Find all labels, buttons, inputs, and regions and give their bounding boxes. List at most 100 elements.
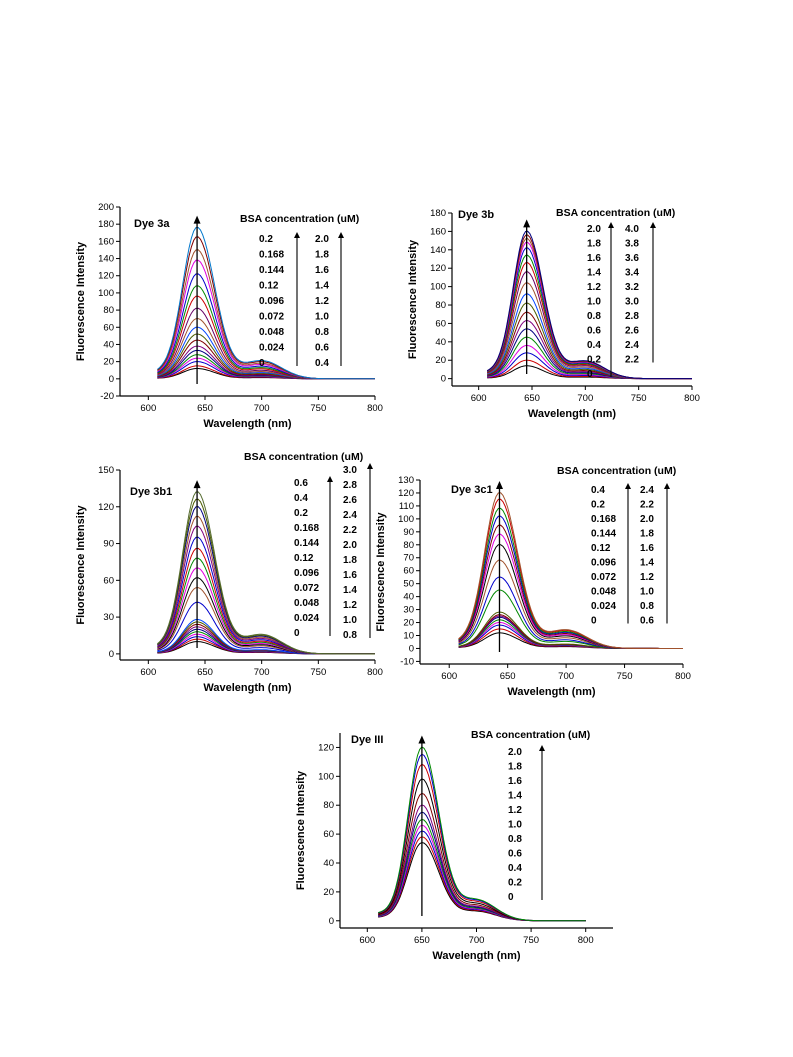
x-tick-label: 700: [577, 393, 593, 404]
x-tick-label: 800: [675, 671, 691, 682]
concentration-label: 3.6: [625, 253, 639, 264]
y-tick-label: 80: [435, 300, 446, 311]
concentration-label: 0.048: [294, 598, 319, 609]
concentration-label: 2.0: [343, 540, 357, 551]
concentration-label: 2.2: [625, 355, 639, 366]
concentration-label: 0.168: [591, 514, 616, 525]
concentration-label: 0.072: [259, 312, 284, 323]
y-tick-label: 160: [430, 226, 446, 237]
y-tick-label: 90: [103, 539, 114, 550]
x-tick-label: 750: [310, 667, 326, 678]
concentration-label: 0: [259, 358, 265, 369]
y-tick-label: 40: [435, 337, 446, 348]
y-tick-label: 60: [103, 575, 114, 586]
concentration-label: 1.4: [315, 281, 329, 292]
concentration-label: 0.168: [259, 250, 284, 261]
peak-arrow-head: [418, 735, 426, 744]
y-tick-label: 100: [430, 282, 446, 293]
y-tick-label: 140: [98, 254, 114, 265]
concentration-label: 3.8: [625, 239, 639, 250]
x-axis-label: Wavelength (nm): [528, 408, 617, 420]
concentration-label: 0.6: [640, 616, 654, 627]
y-axis-label: Fluorescence Intensity: [295, 770, 307, 890]
panel-title: Dye III: [351, 734, 383, 746]
concentration-label: 0.8: [343, 630, 357, 641]
legend-arrow-head: [338, 232, 344, 238]
y-tick-label: 120: [430, 263, 446, 274]
peak-arrow-head: [193, 480, 201, 489]
y-axis-label: Fluorescence Intensity: [375, 512, 387, 632]
concentration-label: 0.096: [294, 568, 319, 579]
x-tick-label: 700: [254, 667, 270, 678]
peak-arrow-head: [523, 219, 531, 228]
concentration-label: 1.2: [343, 600, 357, 611]
legend-title: BSA concentration (uM): [471, 729, 590, 741]
concentration-label: 0.024: [259, 343, 284, 354]
y-tick-label: 40: [403, 592, 414, 603]
y-tick-label: 100: [318, 771, 334, 782]
x-axis-label: Wavelength (nm): [507, 686, 596, 698]
y-tick-label: 200: [98, 202, 114, 213]
series-line-22: [157, 491, 375, 655]
concentration-label: 0: [591, 616, 597, 627]
concentration-label: 2.4: [625, 340, 639, 351]
y-tick-label: 120: [98, 271, 114, 282]
y-tick-label: 80: [103, 305, 114, 316]
x-tick-label: 650: [500, 671, 516, 682]
legend-arrow-head: [367, 463, 373, 469]
x-tick-label: 700: [254, 403, 270, 414]
concentration-label: 0.144: [591, 529, 616, 540]
concentration-label: 2.6: [625, 326, 639, 337]
y-tick-label: 180: [430, 208, 446, 219]
y-tick-label: 40: [103, 339, 114, 350]
legend-title: BSA concentration (uM): [556, 207, 675, 219]
y-tick-label: 180: [98, 219, 114, 230]
concentration-label: 0.072: [294, 583, 319, 594]
concentration-label: 0.2: [591, 500, 605, 511]
x-tick-label: 650: [524, 393, 540, 404]
concentration-label: 1.2: [315, 296, 329, 307]
concentration-label: 1.4: [640, 558, 654, 569]
concentration-label: 2.4: [343, 510, 357, 521]
y-tick-label: 110: [399, 501, 414, 512]
concentration-label: 0.2: [587, 355, 601, 366]
concentration-label: 0.4: [591, 485, 605, 496]
y-tick-label: 70: [403, 553, 414, 564]
concentration-label: 2.4: [640, 485, 654, 496]
x-tick-label: 600: [471, 393, 487, 404]
concentration-label: 3.0: [625, 297, 639, 308]
x-tick-label: 750: [631, 393, 647, 404]
concentration-label: 1.4: [587, 268, 601, 279]
concentration-label: 0.8: [587, 311, 601, 322]
panel-title: Dye 3b: [458, 209, 494, 221]
concentration-label: 2.0: [315, 234, 329, 245]
x-tick-label: 600: [441, 671, 457, 682]
x-axis-label: Wavelength (nm): [432, 950, 521, 962]
y-tick-label: 20: [403, 618, 414, 629]
y-tick-label: 120: [98, 502, 114, 513]
x-tick-label: 600: [359, 935, 375, 946]
x-tick-label: 800: [367, 403, 383, 414]
concentration-label: 0.8: [640, 601, 654, 612]
y-tick-label: 60: [435, 318, 446, 329]
x-tick-label: 750: [617, 671, 633, 682]
peak-arrow-head: [193, 215, 201, 224]
concentration-label: 2.6: [343, 495, 357, 506]
spectra: [157, 491, 375, 655]
concentration-label: 0.168: [294, 523, 319, 534]
concentration-label: 3.4: [625, 268, 639, 279]
concentration-label: 2.0: [587, 224, 601, 235]
legend-title: BSA concentration (uM): [244, 451, 363, 463]
concentration-label: 1.8: [508, 762, 522, 773]
concentration-label: 1.0: [508, 820, 522, 831]
concentration-label: 0.2: [259, 234, 273, 245]
legend-arrow-head: [294, 232, 300, 238]
y-tick-label: 60: [403, 566, 414, 577]
y-tick-label: 60: [103, 322, 114, 333]
concentration-label: 0.2: [508, 878, 522, 889]
y-tick-label: 120: [318, 742, 334, 753]
x-tick-label: 800: [578, 935, 594, 946]
y-axis-label: Fluorescence Intensity: [75, 241, 87, 361]
